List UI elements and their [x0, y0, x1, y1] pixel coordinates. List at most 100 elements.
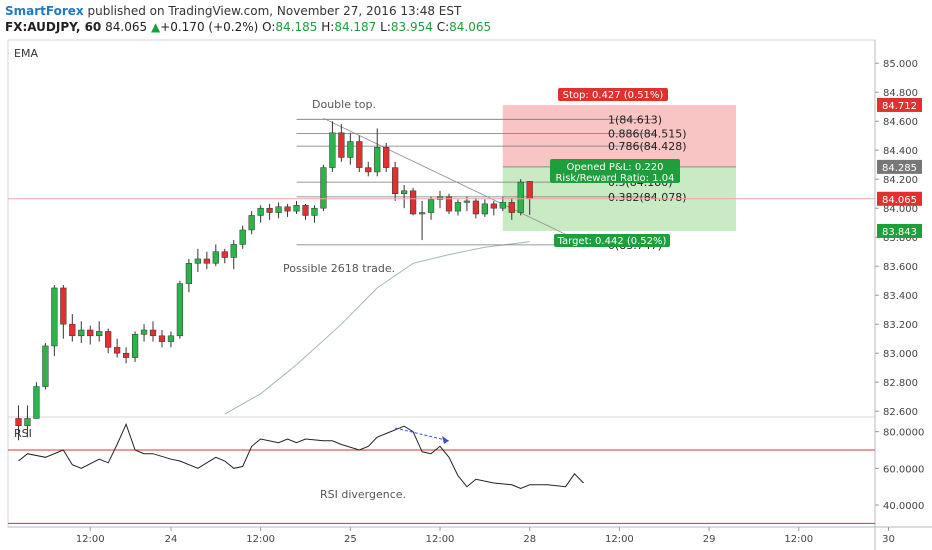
price-axis-label: 82.800	[883, 378, 918, 389]
candle-body	[149, 329, 157, 337]
candle-body	[266, 207, 273, 213]
price-axis-label: 83.200	[883, 320, 918, 331]
candle-body	[69, 323, 76, 337]
price-tag	[877, 97, 922, 112]
candle-body	[60, 287, 67, 325]
rsi-divergence-annotation: RSI divergence.	[320, 488, 406, 501]
time-axis-label: 12:00	[784, 534, 813, 545]
ema-indicator-label[interactable]: EMA	[14, 47, 38, 60]
candle-body	[320, 167, 327, 209]
price-axis-label: 85.000	[883, 59, 918, 70]
fib-label-4: 0.382(84.078)	[608, 191, 687, 204]
candle-body	[472, 200, 480, 215]
time-axis-label: 12:00	[426, 534, 455, 545]
ema-line	[224, 241, 530, 415]
candle-body	[490, 203, 497, 209]
candle-body	[365, 167, 372, 173]
price-change: +0.170 (+0.2%)	[160, 20, 259, 34]
symbol-label[interactable]: FX:AUDJPY, 60	[5, 20, 102, 34]
rsi-axis-label: 40.0000	[883, 501, 924, 512]
price-axis-label: 83.400	[883, 291, 918, 302]
candle-body	[347, 141, 354, 158]
chart-header: SmartForex published on TradingView.com,…	[0, 0, 932, 40]
fib-label-0: 1(84.613)	[608, 113, 662, 126]
rsi-divergence-arrowhead	[441, 435, 449, 444]
candle-body	[167, 335, 175, 342]
candle-body	[356, 141, 363, 168]
double-top-annotation: Double top.	[312, 98, 376, 111]
time-axis-label: 12:00	[76, 534, 105, 545]
rsi-divergence-arrow	[395, 427, 450, 442]
time-axis-label: 12:00	[246, 534, 275, 545]
candle-body	[499, 202, 506, 209]
low-label: L:	[380, 20, 391, 34]
candle-body	[87, 329, 94, 337]
low-value: 83.954	[390, 20, 433, 34]
rsi-line	[18, 422, 584, 490]
candle-body	[508, 202, 515, 213]
candle-body	[311, 207, 318, 216]
rsi-pane-frame	[7, 416, 876, 528]
candle-body	[409, 190, 417, 215]
pnl-badge	[550, 159, 680, 183]
trade-annotation: Possible 2618 trade.	[283, 262, 395, 275]
candle-body	[302, 205, 309, 216]
candle-body	[194, 258, 201, 264]
candle-body	[15, 418, 22, 426]
candle-body	[401, 190, 408, 194]
candle-body	[78, 329, 85, 337]
candle-body	[122, 352, 130, 358]
target-badge-text: Target: 0.442 (0.52%)	[557, 236, 667, 247]
candle-body	[212, 251, 219, 264]
pnl-badge-text: Opened P&L: 0.220	[567, 162, 664, 173]
high-value: 84.187	[334, 20, 377, 34]
price-axis-label: 84.600	[883, 117, 918, 128]
candle-body	[257, 207, 264, 216]
time-axis-label: 24	[165, 534, 178, 545]
up-arrow-icon: ▲	[150, 20, 161, 34]
open-label: O:	[262, 20, 276, 34]
price-tag	[877, 191, 922, 206]
brand-link[interactable]: SmartForex	[5, 4, 84, 18]
candle-body	[329, 132, 336, 168]
candle-body	[463, 200, 471, 203]
stop-badge	[558, 88, 668, 101]
candle-body	[293, 205, 300, 212]
price-pane-frame	[7, 39, 876, 418]
candle-body	[517, 181, 524, 213]
price-axis-label: 83.000	[883, 349, 918, 360]
candle-body	[481, 203, 488, 215]
candle-body	[221, 251, 228, 258]
candle-body	[42, 345, 49, 387]
candle-body	[239, 229, 246, 245]
candle-body	[418, 212, 426, 215]
stop-zone	[502, 104, 736, 167]
quote-line: FX:AUDJPY, 60 84.065 ▲+0.170 (+0.2%) O: 8…	[5, 20, 491, 34]
rsi-axis-label: 60.0000	[883, 464, 924, 475]
rsi-axis-label: 80.0000	[883, 428, 924, 439]
last-price: 84.065	[105, 20, 148, 34]
time-axis-label: 29	[703, 534, 716, 545]
candle-body	[445, 196, 453, 212]
candle-body	[96, 331, 103, 337]
candle-body	[454, 202, 462, 212]
high-label: H:	[321, 20, 335, 34]
candle-body	[436, 196, 444, 200]
candle-body	[338, 132, 345, 158]
fib-label-1: 0.886(84.515)	[608, 128, 687, 141]
time-axis-label: 30	[882, 534, 895, 545]
candle-body	[275, 206, 282, 213]
price-axis-label: 83.600	[883, 262, 918, 273]
candle-body	[185, 263, 193, 284]
candle-body	[105, 331, 112, 348]
rsi-indicator-label[interactable]: RSI	[14, 427, 32, 440]
close-label: C:	[436, 20, 450, 34]
price-axis-label: 84.200	[883, 175, 918, 186]
time-axis-label: 12:00	[605, 534, 634, 545]
stop-badge-text: Stop: 0.427 (0.51%)	[563, 90, 664, 101]
candle-body	[140, 329, 148, 335]
candle-body	[24, 418, 31, 426]
candle-body	[51, 287, 58, 347]
price-axis-label: 84.400	[883, 146, 918, 157]
